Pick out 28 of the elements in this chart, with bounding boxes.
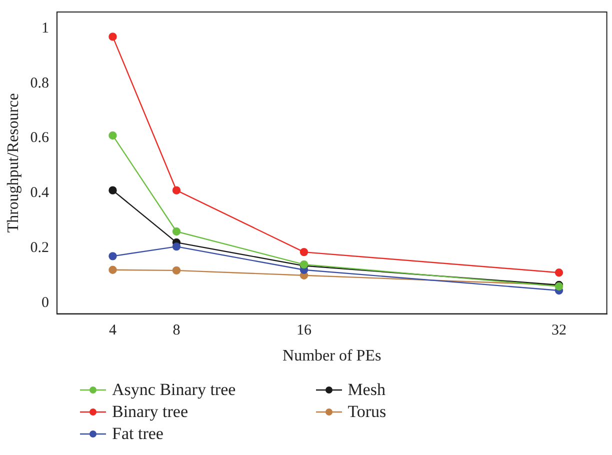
y-tick-label: 0.8 xyxy=(30,75,49,92)
point xyxy=(172,227,181,236)
legend-label: Fat tree xyxy=(112,424,164,444)
y-tick-label: 0.6 xyxy=(30,130,50,146)
y-tick-label: 1 xyxy=(41,20,49,36)
point xyxy=(172,266,181,275)
x-tick-label: 16 xyxy=(296,322,312,339)
point xyxy=(108,131,117,140)
y-tick-label: 0.4 xyxy=(30,185,50,202)
legend-label: Mesh xyxy=(348,380,386,400)
x-tick-label: 8 xyxy=(172,322,180,339)
x-axis-title: Number of PEs xyxy=(282,348,382,365)
y-tick-label: 0.2 xyxy=(30,240,49,256)
point xyxy=(108,266,117,274)
x-tick-label: 32 xyxy=(551,322,566,339)
point xyxy=(554,268,564,277)
y-axis-title: Throughput/Resource xyxy=(4,93,22,233)
point xyxy=(108,186,117,194)
point xyxy=(300,248,308,256)
point xyxy=(172,242,181,251)
x-tick-label: 4 xyxy=(108,322,117,339)
legend-label: Binary tree xyxy=(112,402,188,422)
legend-label: Async Binary tree xyxy=(112,380,236,400)
point xyxy=(108,32,117,41)
legend-label: Torus xyxy=(348,402,386,422)
point xyxy=(108,252,117,260)
point xyxy=(172,186,181,194)
y-tick-label: 0 xyxy=(41,294,49,311)
